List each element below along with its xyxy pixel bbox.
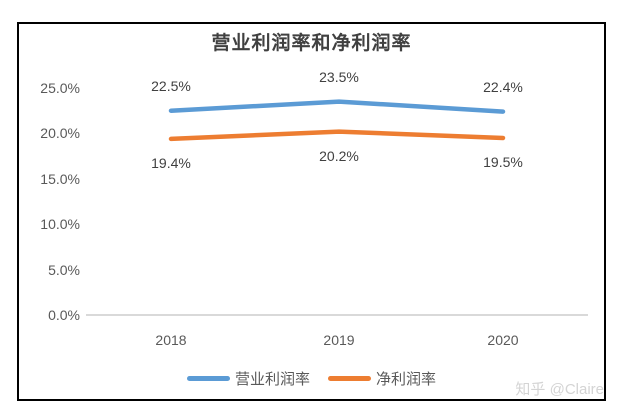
y-axis-tick-label: 25.0% (40, 80, 80, 96)
y-axis-tick-label: 15.0% (40, 170, 80, 187)
chart-frame (17, 22, 606, 401)
legend-line-swatch (328, 376, 371, 381)
chart-title: 营业利润率和净利润率 (211, 33, 412, 54)
x-axis-label: 2019 (323, 332, 355, 348)
watermark: 知乎 @Claire (515, 381, 604, 398)
legend-item-1: 净利润率 (328, 368, 436, 389)
legend-line-swatch (186, 376, 230, 381)
data-label: 22.4% (483, 78, 523, 95)
data-label: 23.5% (319, 68, 359, 85)
data-label: 19.5% (483, 153, 523, 170)
y-axis-tick-label: 0.0% (48, 307, 80, 323)
data-label: 19.4% (151, 154, 191, 171)
y-axis-tick-label: 5.0% (48, 261, 80, 278)
data-label: 22.5% (151, 77, 191, 94)
y-axis-tick-label: 20.0% (40, 125, 80, 142)
legend-label: 营业利润率 (234, 371, 310, 388)
legend-label: 净利润率 (376, 371, 437, 388)
legend-item-0: 营业利润率 (186, 368, 310, 389)
y-axis-tick-label: 10.0% (40, 216, 80, 233)
data-label: 20.2% (319, 147, 359, 164)
series-line-1 (168, 129, 506, 142)
x-axis-label: 2018 (155, 332, 187, 348)
series-line-0 (168, 99, 506, 114)
x-axis-label: 2020 (487, 332, 519, 348)
legend: 营业利润率 净利润率 (17, 368, 606, 389)
